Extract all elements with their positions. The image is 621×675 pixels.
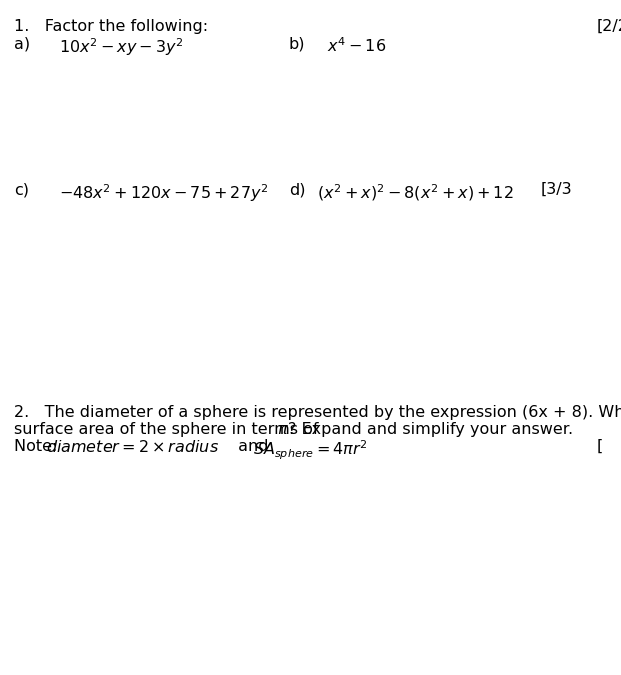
Text: $-48x^2 + 120x - 75 + 27y^2$: $-48x^2 + 120x - 75 + 27y^2$ — [59, 182, 268, 204]
Text: surface area of the sphere in terms of: surface area of the sphere in terms of — [14, 422, 324, 437]
Text: [3/3: [3/3 — [540, 182, 572, 197]
Text: $\pi$: $\pi$ — [277, 422, 289, 437]
Text: [2/2: [2/2 — [596, 19, 621, 34]
Text: $SA_{sphere} = 4\pi r^2$: $SA_{sphere} = 4\pi r^2$ — [253, 439, 368, 462]
Text: d): d) — [289, 182, 306, 197]
Text: and: and — [233, 439, 273, 454]
Text: $10x^2 - xy - 3y^2$: $10x^2 - xy - 3y^2$ — [59, 36, 184, 58]
Text: 1.   Factor the following:: 1. Factor the following: — [14, 19, 208, 34]
Text: 2.   The diameter of a sphere is represented by the expression (6x + 8). What is: 2. The diameter of a sphere is represent… — [14, 405, 621, 420]
Text: b): b) — [289, 36, 306, 51]
Text: Note:: Note: — [14, 439, 62, 454]
Text: $(x^2 + x)^2 - 8(x^2 + x) + 12$: $(x^2 + x)^2 - 8(x^2 + x) + 12$ — [317, 182, 514, 203]
Text: c): c) — [14, 182, 29, 197]
Text: [: [ — [596, 439, 602, 454]
Text: ? Expand and simplify your answer.: ? Expand and simplify your answer. — [288, 422, 573, 437]
Text: $x^4 - 16$: $x^4 - 16$ — [327, 36, 386, 55]
Text: $diameter = 2 \times radius$: $diameter = 2 \times radius$ — [46, 439, 219, 455]
Text: a): a) — [14, 36, 30, 51]
